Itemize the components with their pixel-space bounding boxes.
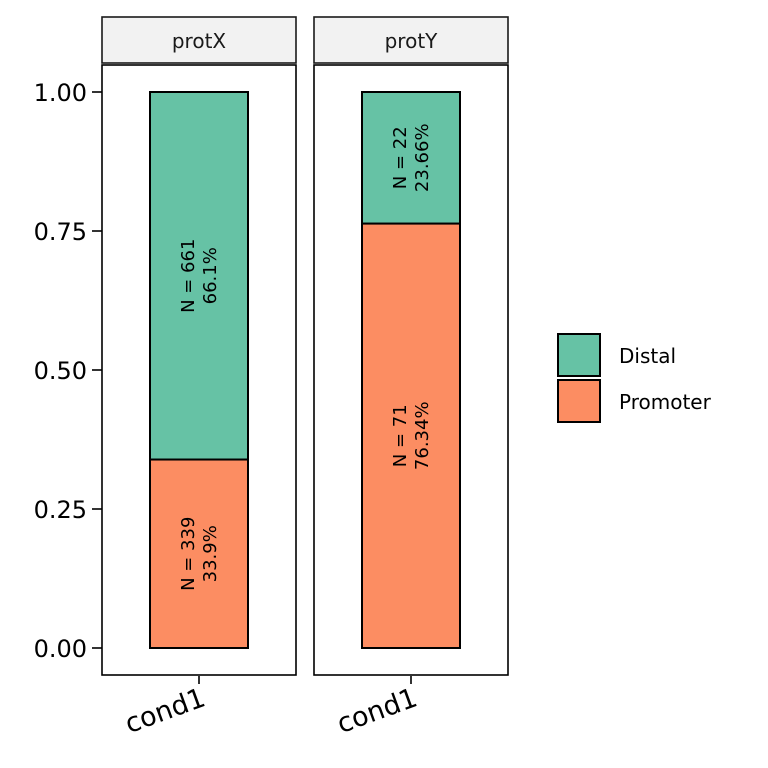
legend-label: Promoter <box>619 390 712 414</box>
legend-swatch <box>557 333 601 377</box>
legend-item: Distal <box>557 333 676 377</box>
bar-segment-label: N = 22 23.66% <box>390 123 433 192</box>
facet-strip-label: protX <box>172 29 227 53</box>
bar-segment-distal <box>361 91 461 225</box>
bar-segment-distal <box>149 91 249 461</box>
segment-pct-label: 23.66% <box>412 123 433 192</box>
facet-panels: protX N = 339 33.9% N = 661 66.1% cond1 protY N… <box>101 16 509 740</box>
bar-segment-label: N = 661 66.1% <box>178 239 221 313</box>
facet-strip <box>101 16 297 64</box>
segment-pct-label: 66.1% <box>200 247 221 304</box>
bar-segment-promoter <box>149 458 249 649</box>
segment-count-label: N = 661 <box>178 239 199 313</box>
legend: Distal Promoter <box>557 333 712 423</box>
facet-strip-label: protY <box>385 29 439 53</box>
x-tick-label: cond1 <box>333 682 421 739</box>
y-tick-label: 0.00 <box>34 635 87 663</box>
bar-segment-label: N = 71 76.34% <box>390 401 433 470</box>
segment-pct-label: 76.34% <box>412 401 433 470</box>
facet-panel: protY N = 71 76.34% N = 22 23.66% cond1 <box>313 16 509 740</box>
y-tick-label: 1.00 <box>34 79 87 107</box>
facet-panel: protX N = 339 33.9% N = 661 66.1% cond1 <box>101 16 297 740</box>
y-axis: 0.00 0.25 0.50 0.75 1.00 <box>34 79 102 663</box>
segment-pct-label: 33.9% <box>200 525 221 582</box>
segment-count-label: N = 339 <box>178 517 199 591</box>
legend-label: Distal <box>619 344 676 368</box>
y-tick-label: 0.25 <box>34 496 87 524</box>
facet-strip <box>313 16 509 64</box>
segment-count-label: N = 22 <box>390 126 411 189</box>
legend-item: Promoter <box>557 379 712 423</box>
bar-segment-label: N = 339 33.9% <box>178 517 221 591</box>
y-tick-label: 0.50 <box>34 357 87 385</box>
bar-segment-promoter <box>361 222 461 650</box>
y-tick-label: 0.75 <box>34 218 87 246</box>
x-tick-label: cond1 <box>121 682 209 739</box>
segment-count-label: N = 71 <box>390 404 411 467</box>
legend-swatch <box>557 379 601 423</box>
